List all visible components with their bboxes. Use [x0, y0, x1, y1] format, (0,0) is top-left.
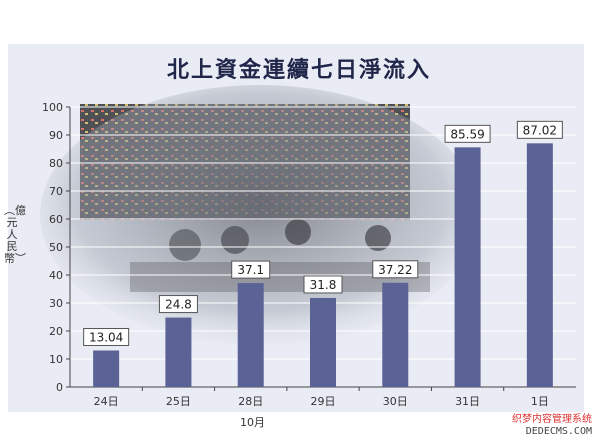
- data-label-box: [158, 295, 198, 314]
- data-label: 31.8: [310, 278, 337, 292]
- y-tick-label: 100: [42, 101, 63, 114]
- watermark-line-1: 织梦内容管理系统: [512, 414, 592, 425]
- data-label-box: [372, 260, 419, 279]
- data-label-box: [444, 124, 491, 143]
- bar: [454, 147, 481, 387]
- data-label: 24.8: [165, 298, 192, 312]
- y-tick-label: 20: [49, 325, 63, 338]
- watermark: 织梦内容管理系统 DEDECMS.COM: [492, 414, 592, 438]
- bar: [165, 317, 192, 387]
- y-tick-label: 50: [49, 241, 63, 254]
- bar: [237, 283, 264, 387]
- x-tick-label: 30日: [383, 395, 408, 408]
- x-tick-label: 24日: [94, 395, 119, 408]
- data-label-box: [516, 120, 563, 139]
- data-label: 37.22: [378, 263, 412, 277]
- bar: [526, 143, 553, 387]
- background-photo: [40, 85, 480, 345]
- y-tick-label: 70: [49, 185, 63, 198]
- y-tick-label: 30: [49, 297, 63, 310]
- data-label: 37.1: [237, 263, 264, 277]
- x-axis-label: 10月: [240, 416, 265, 429]
- x-tick-label: 25日: [166, 395, 191, 408]
- bar: [382, 282, 409, 387]
- data-label-box: [83, 327, 130, 346]
- y-tick-label: 60: [49, 213, 63, 226]
- y-tick-labels: 0 10 20 30 40 50 60 70 80 90 100: [42, 101, 70, 394]
- x-tick-label: 29日: [311, 395, 336, 408]
- y-tick-label: 80: [49, 157, 63, 170]
- data-label: 87.02: [523, 123, 557, 137]
- x-tick-label: 31日: [455, 395, 480, 408]
- bars: [93, 143, 553, 387]
- data-labels: 13.04 24.8 37.1 31.8 37.22 85.59 87.02: [83, 120, 563, 346]
- watermark-line-2: DEDECMS.COM: [525, 426, 592, 437]
- chart-title: 北上資金連續七日淨流入: [166, 58, 431, 83]
- x-tick-label: 1日: [531, 395, 549, 408]
- y-tick-label: 90: [49, 129, 63, 142]
- data-label-box: [231, 260, 271, 279]
- data-label-box: [303, 275, 343, 294]
- data-label: 13.04: [89, 330, 123, 344]
- y-tick-label: 0: [56, 381, 63, 394]
- data-label: 85.59: [450, 127, 484, 141]
- bar: [93, 350, 120, 387]
- y-tick-label: 10: [49, 353, 63, 366]
- x-tick-label: 28日: [238, 395, 263, 408]
- bar: [310, 297, 336, 387]
- x-tick-labels: 24日 25日 28日 29日 30日 31日 1日: [94, 387, 549, 408]
- y-tick-label: 40: [49, 269, 63, 282]
